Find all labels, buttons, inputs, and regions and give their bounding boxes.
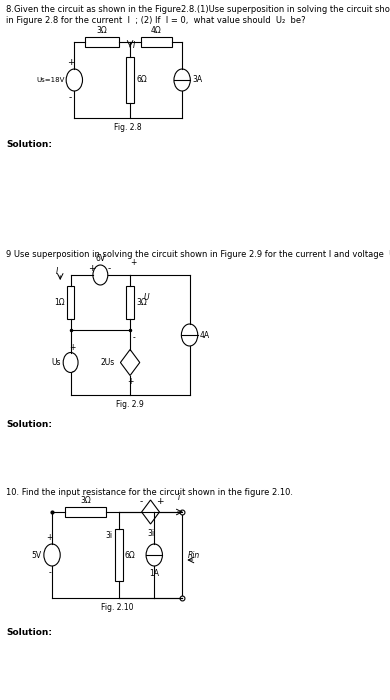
Text: 4A: 4A	[200, 330, 210, 340]
Text: -: -	[71, 368, 74, 377]
Text: in Figure 2.8 for the current  I  ; (2) If  I = 0,  what value should  U₂  be?: in Figure 2.8 for the current I ; (2) If…	[6, 16, 306, 25]
Text: +: +	[131, 258, 137, 267]
Text: Us: Us	[51, 358, 61, 367]
Text: -: -	[133, 333, 135, 342]
Text: 6Ω: 6Ω	[136, 76, 147, 85]
Text: Solution:: Solution:	[6, 140, 52, 149]
Text: Solution:: Solution:	[6, 628, 52, 637]
Text: 9 Use superposition in solving the circuit shown in Figure 2.9 for the current I: 9 Use superposition in solving the circu…	[6, 250, 390, 259]
Text: Fig. 2.8: Fig. 2.8	[114, 123, 142, 132]
Text: -: -	[139, 497, 142, 506]
Text: 1A: 1A	[149, 569, 159, 578]
Bar	[140, 37, 172, 47]
Text: Us=18V: Us=18V	[36, 77, 65, 83]
Text: Rin: Rin	[188, 550, 200, 559]
Text: U: U	[144, 293, 149, 302]
Text: I: I	[56, 267, 58, 276]
Bar	[126, 286, 134, 319]
Text: 8.Given the circuit as shown in the Figure2.8.(1)Use superposition in solving th: 8.Given the circuit as shown in the Figu…	[6, 5, 390, 14]
Text: +: +	[70, 344, 76, 353]
Bar	[66, 507, 106, 517]
Text: 6V: 6V	[95, 254, 105, 263]
Text: 1Ω: 1Ω	[54, 298, 65, 307]
Text: +: +	[47, 533, 53, 542]
Text: +: +	[127, 377, 133, 386]
Bar	[67, 286, 74, 319]
Text: 6Ω: 6Ω	[125, 550, 136, 559]
Bar	[85, 37, 119, 47]
Text: -: -	[108, 264, 111, 273]
Text: 3A: 3A	[193, 76, 203, 85]
Text: I: I	[132, 41, 135, 50]
Text: +: +	[67, 58, 74, 67]
Text: 2Us: 2Us	[101, 358, 115, 367]
Bar	[115, 529, 123, 581]
Text: Solution:: Solution:	[6, 420, 52, 429]
Text: Fig. 2.10: Fig. 2.10	[101, 603, 133, 612]
Text: Fig. 2.9: Fig. 2.9	[116, 400, 144, 409]
Text: 5V: 5V	[32, 550, 42, 559]
Text: -: -	[48, 568, 51, 577]
Text: 3Ω: 3Ω	[80, 496, 91, 505]
Text: 10. Find the input resistance for the circuit shown in the figure 2.10.: 10. Find the input resistance for the ci…	[6, 488, 293, 497]
Text: +: +	[156, 497, 164, 506]
Text: 3i: 3i	[106, 531, 113, 540]
Text: +: +	[88, 264, 95, 273]
Text: 3Ω: 3Ω	[136, 298, 147, 307]
Text: 4Ω: 4Ω	[151, 26, 161, 35]
Bar	[126, 57, 134, 103]
Text: -: -	[69, 93, 72, 102]
Text: 3i: 3i	[147, 529, 154, 538]
Text: 3Ω: 3Ω	[97, 26, 108, 35]
Text: i: i	[177, 493, 179, 502]
